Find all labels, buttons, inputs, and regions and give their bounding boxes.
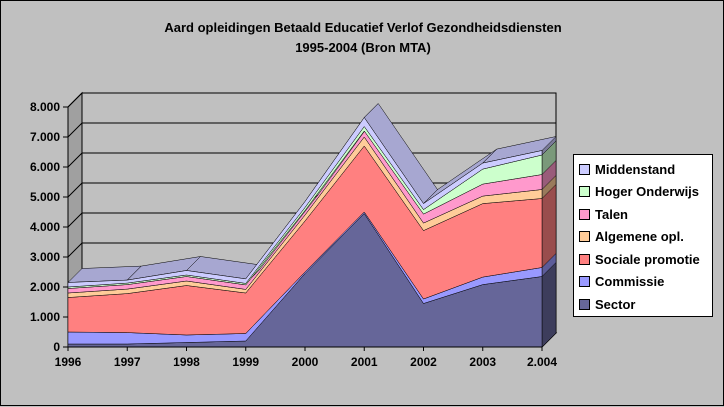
legend-item: Commissie <box>579 271 712 294</box>
legend-item: Hoger Onderwijs <box>579 181 712 204</box>
x-tick-label: 1997 <box>114 355 141 369</box>
legend-label: Talen <box>595 206 628 222</box>
legend-item: Algemene opl. <box>579 226 712 249</box>
y-tick-label: 7.000 <box>30 130 60 144</box>
y-tick-label: 1.000 <box>30 310 60 324</box>
legend-label: Sociale promotie <box>595 251 700 267</box>
x-tick-label: 2000 <box>292 355 319 369</box>
legend-item: Middenstand <box>579 158 712 181</box>
legend-item: Sociale promotie <box>579 248 712 271</box>
x-tick-label: 2003 <box>469 355 496 369</box>
y-tick-label: 2.000 <box>30 280 60 294</box>
x-tick-label: 1996 <box>55 355 82 369</box>
legend-label: Middenstand <box>595 161 676 177</box>
y-tick-label: 4.000 <box>30 220 60 234</box>
x-tick-label: 2.004 <box>527 355 557 369</box>
x-tick-label: 1998 <box>173 355 200 369</box>
legend-label: Algemene opl. <box>595 229 684 245</box>
y-tick-label: 3.000 <box>30 250 60 264</box>
legend-item: Talen <box>579 203 712 226</box>
chart-subtitle: 1995-2004 (Bron MTA) <box>295 40 431 55</box>
y-tick-label: 5.000 <box>30 190 60 204</box>
legend-item: Sector <box>579 293 712 316</box>
y-gridline <box>67 92 556 108</box>
legend-swatch <box>579 298 590 310</box>
area-face <box>67 117 543 288</box>
x-tick-label: 1999 <box>232 355 259 369</box>
legend-label: Hoger Onderwijs <box>595 184 700 200</box>
x-tick-label: 2001 <box>351 355 378 369</box>
legend-swatch <box>579 276 590 288</box>
legend-swatch <box>579 231 590 243</box>
chart-title: Aard opleidingen Betaald Educatief Verlo… <box>164 20 562 35</box>
y-tick-label: 6.000 <box>30 160 60 174</box>
series-area <box>67 103 557 288</box>
legend-label: Commissie <box>595 274 665 290</box>
area-face <box>541 262 557 348</box>
chart-legend: Middenstand Hoger Onderwijs Talen Algemene … <box>573 154 713 317</box>
area-face <box>541 184 557 268</box>
x-tick-label: 2002 <box>410 355 437 369</box>
legend-label: Sector <box>595 296 636 312</box>
y-tick-label: 8.000 <box>30 100 60 114</box>
legend-swatch <box>579 253 590 265</box>
y-tick-label: 0 <box>53 340 60 354</box>
chart-title-block: Aard opleidingen Betaald Educatief Verlo… <box>1 18 724 58</box>
legend-swatch <box>579 186 590 198</box>
legend-swatch <box>579 208 590 220</box>
y-gridline <box>67 122 556 138</box>
legend-swatch <box>579 163 590 175</box>
